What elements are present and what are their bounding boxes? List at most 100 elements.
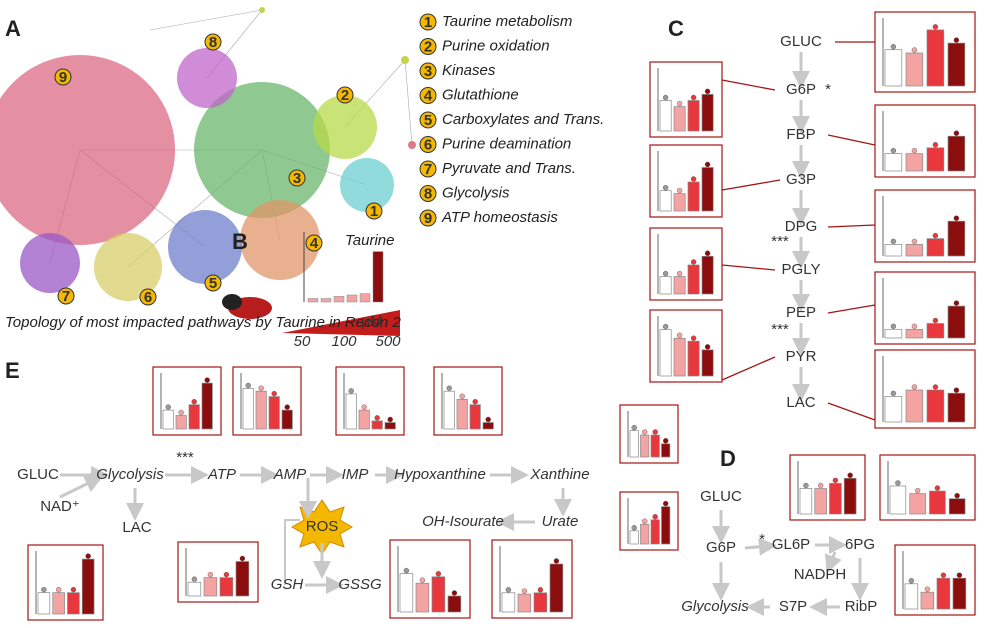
mini-bar [255, 390, 267, 430]
mini-dot [662, 184, 669, 191]
mini-bar [884, 244, 903, 257]
mini-bar [52, 592, 65, 615]
mini-dot [940, 572, 947, 578]
mini-bar [399, 573, 414, 613]
mini-bar [926, 389, 945, 423]
node-label: ROS [306, 518, 339, 535]
mini-dot [924, 586, 931, 592]
mini-bar [268, 396, 280, 430]
mini-dot [652, 514, 658, 520]
node-label: S7P [779, 598, 807, 615]
arrow [824, 551, 842, 574]
mini-dot [553, 558, 560, 564]
node-label: GSH [271, 576, 304, 593]
mini-dot [642, 429, 648, 435]
mini-bar [659, 329, 672, 377]
mini-bar [358, 409, 370, 430]
concentration-wedge [282, 310, 400, 336]
mini-dot [537, 587, 544, 593]
mini-dot [956, 572, 963, 578]
mini-dot [165, 404, 171, 410]
mini-bar [884, 49, 903, 87]
mini-bar [384, 422, 396, 430]
mini-bar [926, 29, 945, 87]
mini-dot [704, 161, 711, 168]
mini-dot [932, 317, 939, 324]
mini-dot [485, 416, 491, 423]
mini-dot [847, 472, 853, 478]
badge [419, 185, 437, 202]
mini-dot [662, 270, 669, 277]
tick-label: 100 [331, 333, 357, 350]
mini-dot [953, 37, 960, 43]
mini-bar [673, 337, 686, 377]
node-label: GL6P [772, 536, 810, 553]
badge [419, 111, 437, 129]
mini-dot [85, 553, 91, 559]
arrow [827, 224, 876, 228]
legend-entry: Purine deamination [442, 135, 571, 152]
bull [222, 294, 272, 319]
badge [204, 274, 222, 292]
mini-bar [533, 592, 548, 613]
mini-bar [905, 244, 924, 257]
mini-bar [948, 498, 966, 515]
bar [359, 293, 371, 303]
mini-dot [676, 270, 683, 277]
node-label: G6P [786, 81, 816, 98]
mini-bar [905, 328, 924, 339]
mini-bar [650, 519, 660, 545]
badge-number: 6 [424, 136, 432, 153]
node-label: LAC [786, 394, 815, 411]
inhibition [284, 519, 300, 585]
mini-dot [55, 586, 62, 593]
mini-bar [549, 563, 564, 613]
mini-dot [204, 377, 210, 383]
mini-bar [673, 276, 686, 295]
mini-bar [67, 592, 80, 615]
mini-dot [890, 323, 897, 329]
annotation: *** [771, 233, 789, 250]
node-label: NAD⁺ [40, 498, 80, 515]
mini-bar [661, 506, 671, 545]
badge [139, 288, 157, 306]
mini-dot [191, 399, 197, 405]
mini-dot [954, 493, 960, 499]
mini-dot [403, 567, 410, 574]
mini-dot [953, 387, 960, 393]
node-label: Glycolysis [96, 466, 164, 483]
mini-bar [371, 420, 383, 430]
mini-dot [451, 590, 458, 596]
badge-number: 1 [370, 203, 378, 220]
mini-bar [909, 493, 926, 515]
mini-dot [932, 232, 939, 239]
node-label: IMP [342, 466, 369, 483]
mini-bar [501, 592, 516, 613]
mini-bar [884, 328, 903, 339]
mini-dot [890, 44, 897, 50]
mini-dot [911, 384, 918, 390]
arrow [721, 264, 776, 271]
mini-bar [884, 396, 903, 423]
badge [419, 160, 437, 178]
panel-label: A [5, 16, 21, 41]
badge-number: 4 [310, 235, 319, 252]
node-label: PYR [786, 348, 817, 365]
mini-dot [652, 429, 658, 435]
mini-dot [676, 100, 683, 107]
mini-dot [704, 344, 711, 350]
mini-dot [676, 332, 683, 338]
mini-bar [905, 389, 924, 423]
mini-dot [704, 88, 711, 95]
network [0, 7, 416, 301]
mini-dot [953, 130, 960, 136]
mini-bar [814, 488, 827, 515]
mini-dot [348, 388, 354, 394]
bar [307, 298, 319, 303]
mini-bar [431, 576, 446, 613]
arrow [721, 79, 776, 91]
legend-entry: Carboxylates and Trans. [442, 111, 604, 128]
node-label: Hypoxanthine [394, 466, 486, 483]
badge-number: 5 [209, 275, 217, 292]
